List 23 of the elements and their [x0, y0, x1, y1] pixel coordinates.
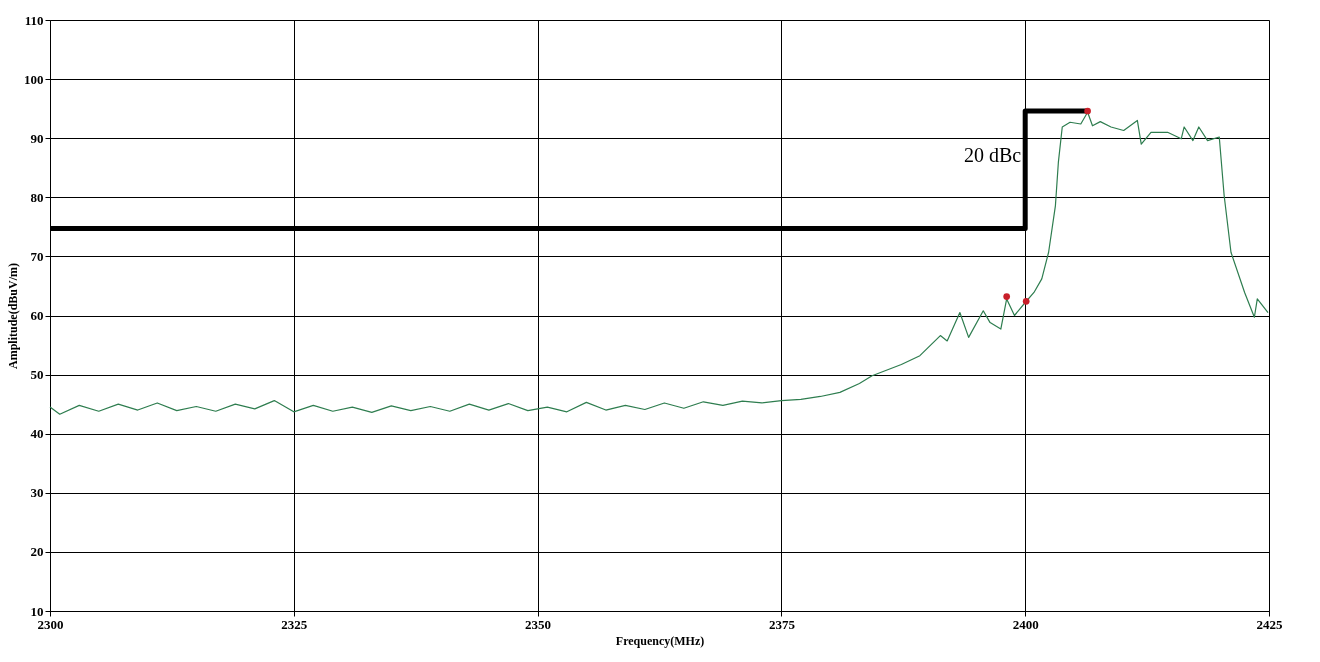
y-tick-label: 30 [30, 485, 44, 501]
y-tick-label: 90 [30, 130, 44, 146]
x-tick-label: 2400 [1012, 616, 1039, 632]
y-tick-label: 100 [24, 71, 44, 87]
y-tick-label: 80 [30, 189, 44, 205]
x-tick-label: 2300 [37, 616, 64, 632]
x-axis-title: Frequency(MHz) [615, 633, 705, 648]
x-tick-label: 2350 [525, 616, 552, 632]
y-axis-title: Amplitude(dBuV/m) [6, 262, 20, 370]
x-tick-label: 2425 [1256, 616, 1283, 632]
x-tick-label: 2325 [281, 616, 308, 632]
y-tick-label: 50 [30, 367, 44, 383]
y-tick-label: 60 [30, 308, 44, 323]
y-tick-label: 10 [30, 603, 44, 619]
point [1022, 297, 1030, 305]
annotation: 20 dBc [963, 143, 1022, 166]
x-tick-label: 2375 [768, 616, 796, 632]
point [1003, 293, 1011, 300]
y-tick-label: 20 [30, 544, 44, 560]
point [1084, 107, 1091, 115]
y-tick-label: 110 [24, 12, 44, 28]
y-tick-label: 40 [30, 426, 44, 442]
y-tick-label: 70 [30, 248, 44, 264]
